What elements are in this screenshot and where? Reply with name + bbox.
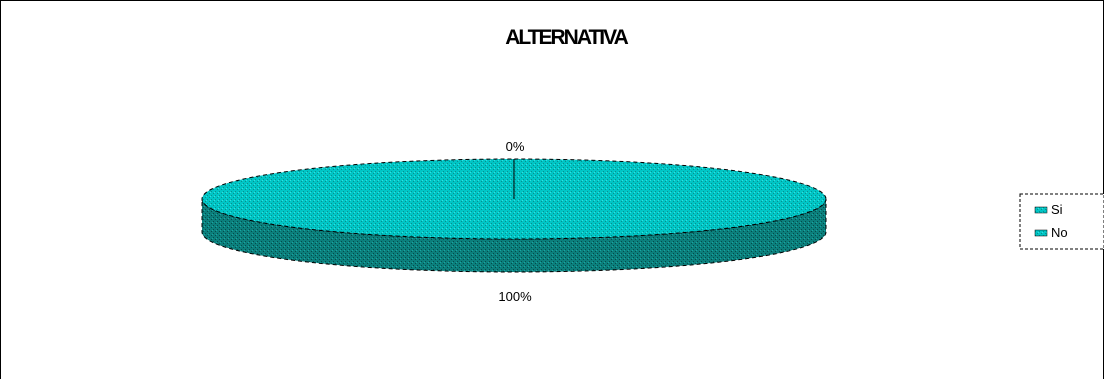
data-label-no: 100%	[498, 289, 532, 304]
legend-label-si: Si	[1051, 202, 1063, 217]
legend-label-no: No	[1051, 225, 1068, 240]
data-label-si: 0%	[506, 139, 525, 154]
chart-title: ALTERNATIVA	[505, 26, 628, 49]
legend-swatch-si	[1034, 206, 1048, 214]
legend: Si No	[1019, 193, 1104, 250]
pie-group	[201, 158, 827, 273]
legend-swatch-no	[1034, 229, 1048, 237]
legend-box	[1019, 193, 1104, 250]
